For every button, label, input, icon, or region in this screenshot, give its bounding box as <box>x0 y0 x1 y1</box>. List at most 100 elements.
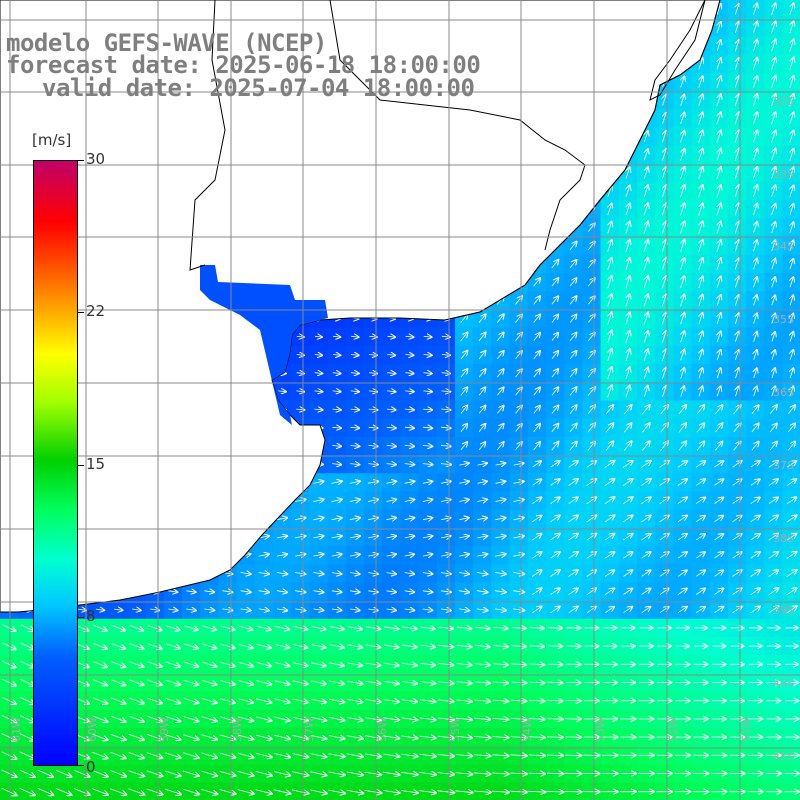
wind-speed-cell <box>618 436 638 456</box>
wind-speed-cell <box>546 254 565 274</box>
wind-speed-cell <box>564 345 583 365</box>
wind-speed-cell <box>764 418 784 438</box>
wind-speed-cell <box>600 582 620 602</box>
wind-speed-cell <box>546 400 565 420</box>
wind-speed-cell <box>582 309 602 329</box>
wind-speed-cell <box>364 782 383 800</box>
wind-speed-cell <box>582 218 602 238</box>
wind-speed-cell <box>109 782 128 800</box>
wind-speed-cell <box>564 455 583 474</box>
wind-speed-cell <box>600 418 620 438</box>
lon-label: 52W <box>667 717 680 742</box>
wind-speed-cell <box>473 382 492 401</box>
wind-speed-cell <box>655 600 674 620</box>
wind-speed-cell <box>509 291 529 310</box>
wind-speed-cell <box>709 546 729 565</box>
wind-speed-cell <box>655 436 674 456</box>
wind-speed-cell <box>728 473 747 492</box>
wind-speed-cell <box>564 236 583 256</box>
lat-label: 33S <box>773 168 794 181</box>
wind-speed-cell <box>546 455 565 474</box>
wind-speed-cell <box>673 546 693 565</box>
wind-speed-cell <box>546 382 565 401</box>
wind-speed-cell <box>691 436 711 456</box>
wind-speed-cell <box>455 436 474 456</box>
wind-speed-cell <box>691 418 711 438</box>
wind-speed-cell <box>491 436 511 456</box>
wind-speed-cell <box>709 564 729 583</box>
wind-speed-cell <box>455 382 474 401</box>
wind-speed-cell <box>546 273 565 292</box>
colorbar-tickmark <box>78 617 84 618</box>
wind-speed-cell <box>600 473 620 492</box>
wind-speed-cell <box>691 564 711 583</box>
lon-label: 55W <box>449 717 462 742</box>
wind-speed-cell <box>618 527 638 547</box>
lon-label: 57W <box>303 717 316 742</box>
wind-speed-cell <box>491 345 511 365</box>
lat-label: 41S <box>773 750 794 763</box>
wind-speed-cell <box>564 254 583 274</box>
wind-speed-cell <box>637 527 656 547</box>
wind-speed-cell <box>546 600 565 620</box>
wind-speed-cell <box>728 564 747 583</box>
colorbar-tick-0: 0 <box>86 758 96 776</box>
wind-speed-cell <box>527 527 547 547</box>
wind-speed-cell <box>509 345 529 365</box>
wind-speed-cell <box>564 473 583 492</box>
wind-speed-cell <box>546 309 565 329</box>
wind-speed-cell <box>527 364 547 383</box>
wind-speed-cell <box>728 491 747 511</box>
wind-speed-cell <box>764 400 784 420</box>
wind-speed-cell <box>273 782 292 800</box>
wind-speed-cell <box>746 400 765 420</box>
wind-speed-cell <box>637 455 656 474</box>
wind-speed-cell <box>709 509 729 529</box>
wind-speed-cell <box>582 436 602 456</box>
wind-speed-cell <box>746 600 765 620</box>
wind-speed-cell <box>491 327 511 347</box>
wind-speed-cell <box>709 491 729 511</box>
lon-label: 51W <box>740 717 753 742</box>
wind-speed-cell <box>127 782 147 800</box>
wind-speed-cell <box>564 327 583 347</box>
wind-speed-cell <box>618 509 638 529</box>
wind-speed-cell <box>618 546 638 565</box>
wind-speed-cell <box>582 582 602 602</box>
wind-speed-cell <box>691 509 711 529</box>
colorbar-tickmark <box>78 465 84 466</box>
wind-speed-cell <box>509 327 529 347</box>
wind-speed-cell <box>673 455 693 474</box>
wind-speed-cell <box>91 782 110 800</box>
wind-speed-cell <box>746 564 765 583</box>
wind-speed-cell <box>600 546 620 565</box>
wind-speed-cell <box>618 473 638 492</box>
wind-speed-cell <box>400 782 420 800</box>
wind-speed-cell <box>491 309 511 329</box>
wind-speed-cell <box>655 455 674 474</box>
wind-speed-cell <box>764 564 784 583</box>
lat-label: 35S <box>773 313 794 326</box>
wind-speed-cell <box>291 782 310 800</box>
wind-speed-cell <box>582 345 602 365</box>
wind-speed-cell <box>746 418 765 438</box>
colorbar-tickmark <box>78 312 84 313</box>
wind-speed-cell <box>546 327 565 347</box>
wind-speed-cell <box>327 782 347 800</box>
wind-speed-cell <box>673 418 693 438</box>
wind-speed-cell <box>382 782 401 800</box>
lon-label: 59W <box>158 717 171 742</box>
wind-speed-cell <box>764 436 784 456</box>
wind-speed-cell <box>728 436 747 456</box>
wind-speed-cell <box>527 291 547 310</box>
wind-speed-cell <box>564 309 583 329</box>
wind-speed-cell <box>728 600 747 620</box>
wind-speed-cell <box>709 582 729 602</box>
wind-speed-cell <box>655 546 674 565</box>
wind-speed-cell <box>582 254 602 274</box>
wind-speed-cell <box>509 418 529 438</box>
wind-speed-cell <box>527 473 547 492</box>
lon-label: 54W <box>521 717 534 742</box>
wind-speed-cell <box>600 600 620 620</box>
wind-speed-cell <box>600 509 620 529</box>
